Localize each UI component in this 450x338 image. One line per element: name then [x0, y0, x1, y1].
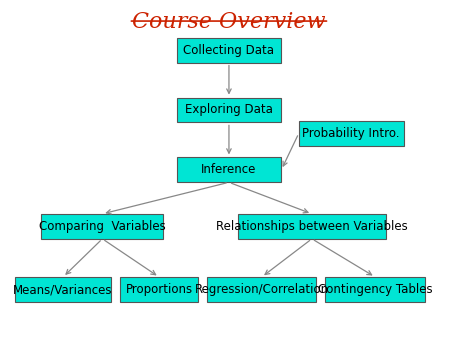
Text: Course Overview: Course Overview — [132, 11, 326, 33]
FancyBboxPatch shape — [325, 277, 425, 302]
FancyBboxPatch shape — [299, 121, 404, 146]
Text: Exploring Data: Exploring Data — [185, 103, 273, 117]
Text: Contingency Tables: Contingency Tables — [318, 283, 432, 296]
FancyBboxPatch shape — [238, 214, 386, 239]
FancyBboxPatch shape — [120, 277, 198, 302]
FancyBboxPatch shape — [176, 158, 281, 182]
FancyBboxPatch shape — [41, 214, 163, 239]
FancyBboxPatch shape — [15, 277, 111, 302]
FancyBboxPatch shape — [176, 38, 281, 63]
FancyBboxPatch shape — [176, 98, 281, 122]
Text: Relationships between Variables: Relationships between Variables — [216, 220, 408, 233]
Text: Inference: Inference — [201, 163, 256, 176]
FancyBboxPatch shape — [207, 277, 316, 302]
Text: Probability Intro.: Probability Intro. — [302, 127, 400, 140]
Text: Collecting Data: Collecting Data — [184, 44, 274, 57]
Text: Proportions: Proportions — [126, 283, 193, 296]
Text: Regression/Correlation: Regression/Correlation — [195, 283, 329, 296]
Text: Means/Variances: Means/Variances — [14, 283, 113, 296]
Text: Comparing  Variables: Comparing Variables — [39, 220, 166, 233]
